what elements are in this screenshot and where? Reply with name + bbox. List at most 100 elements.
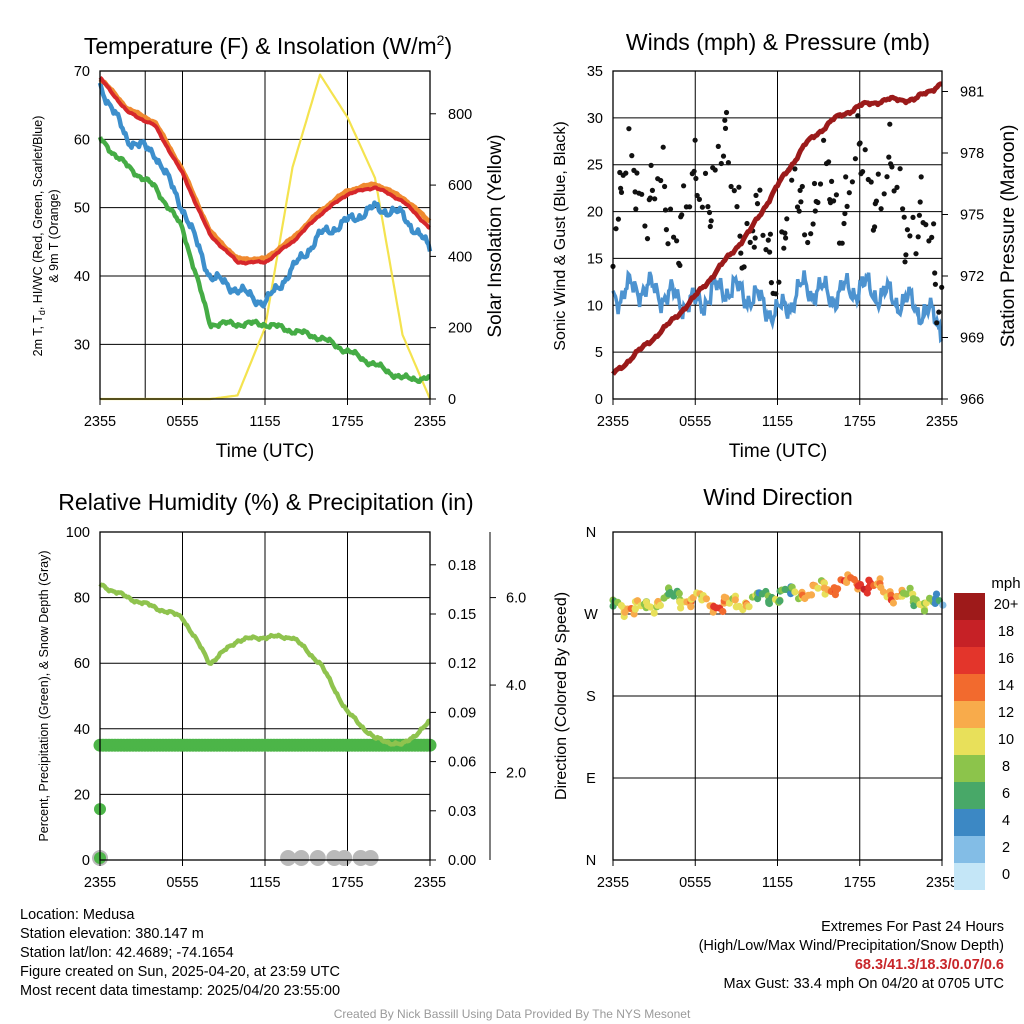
location-text: Location: Medusa: [20, 907, 135, 923]
gust-point: [677, 262, 683, 268]
time-tick-label: 1155: [762, 414, 793, 430]
gust-point: [741, 264, 747, 270]
pressure-line: [611, 81, 943, 376]
legend-label: 2: [1002, 840, 1010, 856]
gust-point: [926, 238, 932, 244]
gust-point: [855, 113, 861, 119]
gust-point: [754, 201, 761, 207]
legend-swatch: [954, 809, 985, 836]
gust-point: [887, 121, 893, 127]
gust-point: [662, 183, 668, 190]
legend-swatch: [954, 782, 985, 809]
gust-point: [932, 281, 939, 287]
direction-point: [677, 604, 685, 612]
gust-point: [799, 183, 805, 190]
gust-point: [781, 245, 787, 251]
direction-left-ticks: N W S E N: [584, 525, 598, 869]
gust-point: [792, 166, 798, 172]
gust-point: [681, 183, 687, 189]
direction-point: [889, 599, 898, 607]
direction-tick-label: N: [586, 525, 596, 541]
precip-tick-label: 0.03: [448, 804, 476, 820]
gust-point: [839, 240, 845, 246]
gust-point: [829, 178, 835, 184]
gust-point: [751, 244, 757, 250]
gust-point: [738, 250, 744, 256]
gust-point: [634, 170, 640, 176]
extremes-title: Extremes For Past 24 Hours: [821, 919, 1004, 935]
gust-point: [757, 187, 763, 193]
precip-tick-label: 0.06: [448, 755, 476, 771]
gust-point: [618, 185, 624, 191]
rh-tick-label: 60: [74, 656, 90, 672]
gust-point: [794, 204, 801, 210]
gust-point: [667, 206, 674, 212]
legend-label: 12: [998, 705, 1014, 721]
legend-swatch: [954, 836, 985, 863]
gust-point: [753, 192, 759, 198]
pressure-tick-label: 981: [960, 85, 984, 101]
gust-point: [932, 270, 938, 276]
winds-left-ticks: 35 30 25 20 15 10 5 0: [587, 64, 603, 408]
gust-point: [663, 227, 670, 233]
gust-point: [805, 239, 811, 246]
wind-tick-label: 10: [587, 298, 603, 314]
gust-point: [679, 212, 685, 218]
gust-point: [707, 223, 713, 230]
humidity-grid: [100, 532, 430, 860]
gust-point: [900, 206, 906, 212]
gust-point: [696, 196, 703, 202]
time-tick-label: 0555: [679, 875, 711, 891]
gust-point: [765, 237, 771, 243]
winds-series: [610, 81, 945, 376]
direction-point: [702, 595, 711, 603]
gust-point: [671, 234, 677, 240]
gust-point: [862, 147, 868, 153]
time-tick-label: 2355: [597, 875, 629, 891]
gust-point: [798, 199, 804, 205]
precip-tick-label: 0.09: [448, 705, 476, 721]
recent-text: Most recent data timestamp: 2025/04/20 2…: [20, 983, 341, 999]
direction-point: [920, 607, 929, 615]
direction-point: [814, 584, 822, 592]
gust-point: [860, 169, 866, 175]
gust-point: [702, 170, 709, 176]
gust-point: [665, 241, 671, 247]
gust-point: [901, 214, 907, 220]
direction-point: [731, 596, 739, 604]
gust-point: [872, 224, 878, 230]
direction-point: [902, 590, 911, 598]
gust-point: [934, 320, 940, 326]
gust-point: [720, 153, 727, 159]
gust-point: [884, 174, 890, 180]
winds-xlabel: Time (UTC): [729, 441, 828, 462]
direction-title: Wind Direction: [703, 484, 853, 510]
legend-swatch: [954, 728, 985, 755]
legend-label: 14: [998, 678, 1014, 694]
gust-point: [936, 309, 942, 315]
gust-point: [767, 231, 774, 237]
pressure-tick-label: 972: [960, 269, 984, 285]
wind-tick-label: 15: [587, 251, 603, 267]
legend-label: 6: [1002, 786, 1010, 802]
time-tick-label: 2355: [926, 414, 958, 430]
humidity-left-label: Percent, Precipitation (Green), & Snow D…: [37, 550, 51, 841]
pressure-tick-label: 975: [960, 208, 984, 224]
gust-point: [802, 232, 808, 238]
time-tick-label: 2355: [926, 875, 958, 891]
precip-tick-label: 0.18: [448, 558, 476, 574]
gust-point: [691, 168, 697, 174]
precip-tick-label: 0.00: [448, 853, 476, 869]
gust-point: [747, 239, 753, 245]
gust-point: [815, 199, 821, 206]
insolation-tick-label: 200: [448, 321, 472, 337]
gust-point: [844, 203, 850, 209]
direction-point: [776, 597, 784, 605]
gust-point: [699, 204, 706, 210]
created-text: Figure created on Sun, 2025-04-20, at 23…: [20, 964, 340, 980]
legend-swatch: [954, 620, 985, 647]
gust-point: [918, 174, 924, 180]
gust-point: [894, 184, 900, 190]
dewpoint-line: [97, 136, 431, 385]
humidity-panel: Relative Humidity (%) & Precipitation (i…: [37, 489, 526, 891]
